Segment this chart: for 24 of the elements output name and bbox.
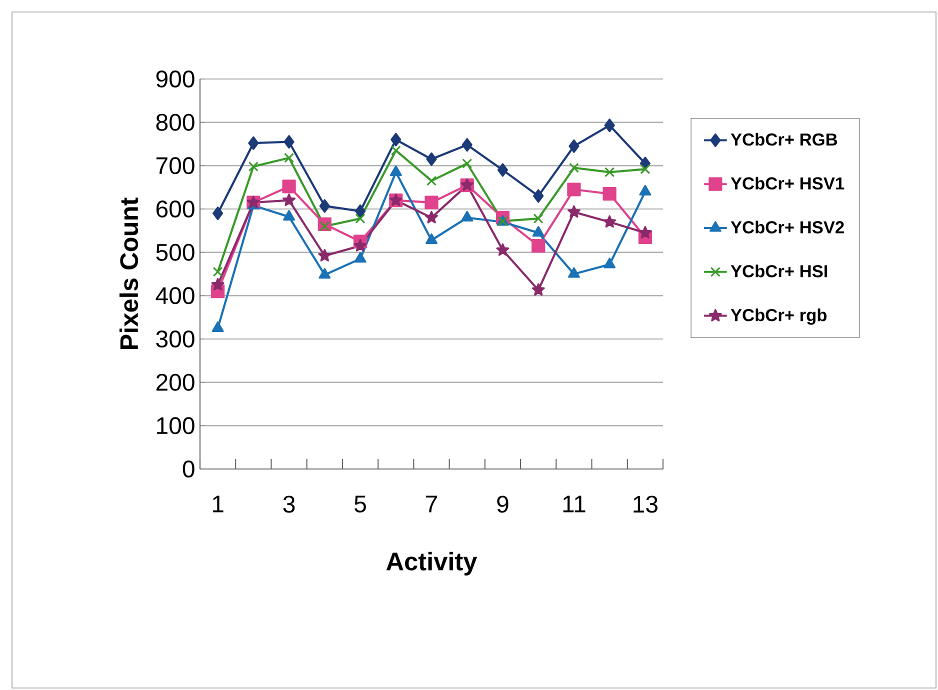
x-tick-label: 9	[497, 496, 508, 513]
x-axis-title: Activity	[386, 552, 478, 576]
legend-label: YCbCr+ HSV2	[730, 220, 844, 234]
y-tick-label: 900	[156, 70, 194, 88]
legend-label: YCbCr+ rgb	[730, 308, 827, 325]
legend-label: YCbCr+ RGB	[730, 132, 838, 146]
y-tick-label: 300	[156, 330, 194, 348]
x-tick-label: 7	[426, 496, 437, 512]
y-tick-label: 100	[157, 417, 194, 434]
x-tick-label: 11	[563, 496, 586, 512]
y-tick-label: 500	[156, 244, 194, 261]
y-tick-label: 800	[156, 114, 194, 131]
legend-label: YCbCr+ HSV1	[730, 176, 844, 190]
legend-label: YCbCr+ HSI	[730, 264, 828, 278]
y-axis-title: Pixels Count	[119, 198, 138, 350]
x-tick-label: 5	[354, 496, 366, 512]
y-tick-label: 700	[156, 157, 194, 174]
y-tick-label: 600	[156, 200, 194, 218]
y-tick-label: 200	[156, 374, 194, 391]
y-tick-label: 400	[156, 287, 194, 304]
x-tick-label: 13	[634, 496, 658, 513]
x-tick-label: 1	[212, 496, 224, 512]
y-tick-label: 0	[182, 460, 194, 478]
x-tick-label: 3	[283, 496, 295, 513]
